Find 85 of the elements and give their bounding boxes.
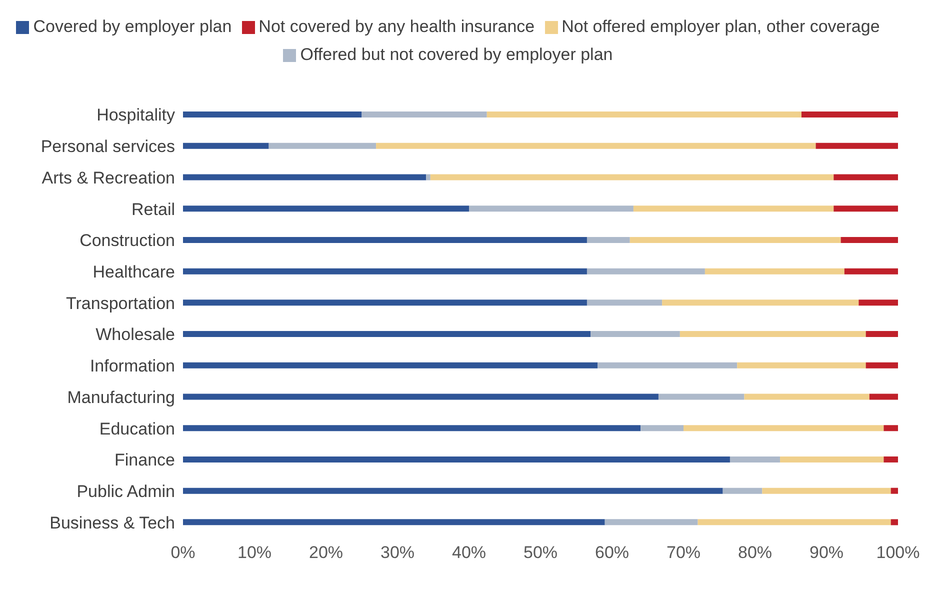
x-tick-label: 50% [523,543,558,562]
bar [183,425,641,432]
y-tick-label: Manufacturing [67,388,175,407]
y-tick-label: Wholesale [96,325,175,344]
bar [586,300,662,306]
bar [183,236,587,243]
y-tick-label: Business & Tech [50,513,175,532]
x-tick-label: 80% [738,543,772,562]
bar [816,142,898,149]
bar [884,456,898,462]
x-tick-label: 10% [237,543,272,562]
bar [598,362,738,368]
bar [183,519,605,526]
y-tick-label: Hospitality [96,106,176,125]
bar [884,425,898,432]
bar [183,456,730,462]
y-tick-label: Public Admin [76,482,175,501]
bar [762,488,891,494]
y-tick-label: Education [99,419,175,438]
bar [362,112,487,118]
bar [183,488,723,494]
bar [704,268,844,274]
bar [604,519,698,526]
x-tick-label: 70% [666,543,701,562]
bar [869,394,898,400]
bar [858,300,898,306]
bar [586,268,705,274]
x-tick-label: 40% [452,543,486,562]
bar [268,142,376,149]
bar [801,112,898,118]
bar [376,142,816,149]
bar [586,236,630,243]
bar [698,519,891,526]
bar [890,519,898,526]
bar [183,174,426,180]
bar [183,394,658,400]
bar [866,331,898,338]
bar [183,331,591,338]
bar [834,206,898,212]
bar [183,206,469,212]
y-tick-label: Arts & Recreation [42,168,175,188]
x-tick-label: 30% [380,543,415,562]
bar [658,394,744,400]
bar [680,331,866,338]
bar [183,300,587,306]
legend-label: Not offered employer plan, other coverage [562,17,880,36]
bar [722,488,762,494]
legend-label: Covered by employer plan [33,17,232,36]
y-tick-label: Transportation [66,294,175,313]
bar [426,174,430,180]
bar [780,456,884,462]
x-tick-label: 0% [170,543,196,562]
bar [737,362,866,368]
bar [730,456,780,462]
bar [640,425,684,432]
bar [662,300,859,306]
bar [890,488,898,494]
bar [866,362,898,368]
bar [590,331,680,338]
bar [840,236,898,243]
bar [744,394,870,400]
y-tick-label: Construction [80,231,175,250]
x-tick-label: 90% [809,543,844,562]
x-tick-label: 100% [876,543,920,562]
bar [486,112,802,118]
bar [633,206,834,212]
y-tick-label: Finance [114,450,175,470]
bar [630,236,841,243]
bar [684,425,884,432]
bar [430,174,834,180]
x-tick-label: 60% [594,543,630,562]
bar [469,206,634,212]
bar [834,174,898,180]
legend-label: Offered but not covered by employer plan [300,45,613,64]
x-tick-label: 20% [308,543,344,562]
y-tick-label: Information [90,356,175,376]
legend-label: Not covered by any health insurance [258,17,535,36]
y-tick-label: Retail [132,200,175,219]
y-tick-label: Personal services [40,137,175,156]
bar [183,362,598,368]
y-tick-label: Healthcare [92,262,175,282]
bar [183,112,362,118]
bar [183,268,587,274]
bar [844,268,898,274]
bar [183,142,269,149]
